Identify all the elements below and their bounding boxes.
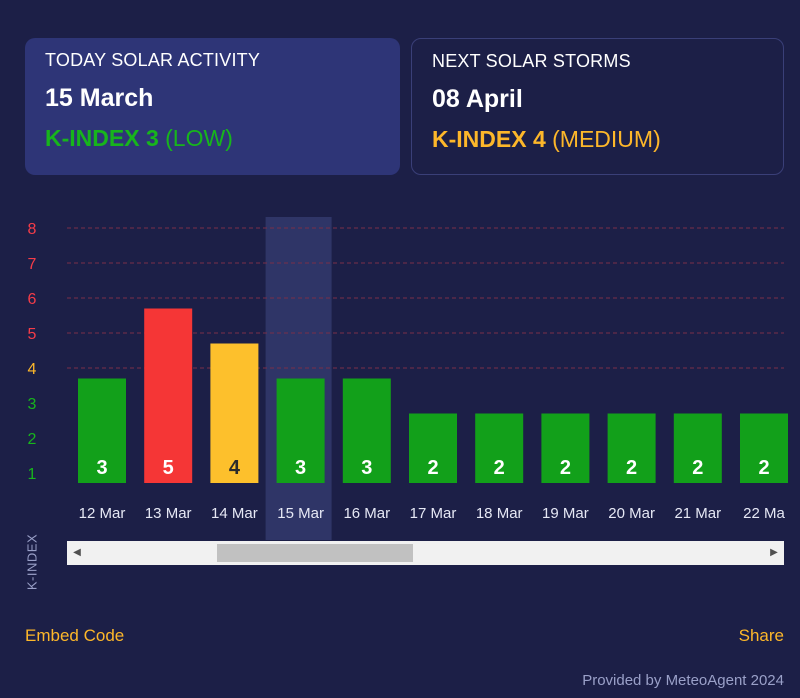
bar bbox=[475, 413, 524, 483]
bar-value-label: 2 bbox=[692, 457, 703, 479]
y-tick-label: 3 bbox=[28, 396, 37, 413]
y-tick-label: 4 bbox=[28, 361, 37, 378]
bar-value-label: 2 bbox=[494, 457, 505, 479]
bar bbox=[78, 378, 126, 483]
share-link[interactable]: Share bbox=[738, 626, 784, 645]
bar bbox=[607, 413, 656, 483]
x-tick-label: 20 Mar bbox=[608, 505, 655, 522]
next-level: (MEDIUM) bbox=[552, 126, 661, 152]
y-tick-label: 5 bbox=[28, 326, 37, 343]
scroll-left-arrow-icon[interactable]: ◀ bbox=[73, 547, 81, 558]
bar bbox=[342, 378, 391, 483]
x-tick-label: 13 Mar bbox=[145, 505, 192, 522]
x-tick-label: 15 Mar bbox=[277, 505, 324, 522]
bar bbox=[541, 413, 590, 483]
y-tick-label: 2 bbox=[28, 431, 37, 448]
bar bbox=[409, 413, 457, 483]
bar-value-label: 5 bbox=[163, 457, 174, 479]
x-tick-label: 12 Mar bbox=[79, 505, 126, 522]
scroll-right-arrow-icon[interactable]: ▶ bbox=[770, 547, 778, 558]
x-tick-label: 22 Ma bbox=[743, 505, 785, 522]
x-tick-label: 16 Mar bbox=[343, 505, 390, 522]
x-tick-label: 17 Mar bbox=[410, 505, 457, 522]
today-heading: TODAY SOLAR ACTIVITY bbox=[45, 50, 261, 70]
x-tick-label: 14 Mar bbox=[211, 505, 258, 522]
today-kindex-label: K-INDEX 3 bbox=[45, 125, 159, 151]
bar bbox=[673, 413, 722, 483]
bar bbox=[740, 413, 788, 483]
bar-value-label: 2 bbox=[758, 457, 769, 479]
y-tick-label: 1 bbox=[28, 466, 37, 483]
next-kindex-label: K-INDEX 4 bbox=[432, 126, 546, 152]
x-tick-label: 18 Mar bbox=[476, 505, 523, 522]
bar-value-label: 3 bbox=[96, 457, 107, 479]
bar-value-label: 2 bbox=[626, 457, 637, 479]
embed-code-link[interactable]: Embed Code bbox=[25, 626, 125, 645]
bar bbox=[144, 308, 193, 483]
bar-value-label: 2 bbox=[560, 457, 571, 479]
y-tick-label: 6 bbox=[28, 291, 37, 308]
y-axis-label: K-INDEX bbox=[24, 533, 40, 591]
scrollbar-thumb[interactable] bbox=[217, 544, 413, 562]
x-tick-label: 19 Mar bbox=[542, 505, 589, 522]
bar bbox=[210, 343, 259, 483]
y-tick-label: 8 bbox=[28, 221, 37, 238]
provided-by-credit: Provided by MeteoAgent 2024 bbox=[582, 672, 784, 689]
bar-value-label: 3 bbox=[361, 457, 372, 479]
y-tick-label: 7 bbox=[28, 256, 37, 273]
next-heading: NEXT SOLAR STORMS bbox=[432, 51, 631, 71]
chart-scrollbar[interactable]: ◀ ▶ bbox=[67, 541, 784, 565]
next-kindex: K-INDEX 4 (MEDIUM) bbox=[432, 126, 763, 153]
today-date: 15 March bbox=[45, 84, 154, 112]
next-storms-card: NEXT SOLAR STORMS 08 April K-INDEX 4 (ME… bbox=[411, 38, 784, 175]
today-activity-card: TODAY SOLAR ACTIVITY 15 March K-INDEX 3 … bbox=[25, 38, 400, 175]
bar-value-label: 4 bbox=[229, 457, 241, 479]
bar-value-label: 2 bbox=[427, 457, 438, 479]
bar-value-label: 3 bbox=[295, 457, 306, 479]
x-tick-label: 21 Mar bbox=[674, 505, 721, 522]
bar bbox=[276, 378, 325, 483]
next-date: 08 April bbox=[432, 85, 523, 113]
today-kindex: K-INDEX 3 (LOW) bbox=[45, 125, 380, 152]
today-level: (LOW) bbox=[165, 125, 233, 151]
